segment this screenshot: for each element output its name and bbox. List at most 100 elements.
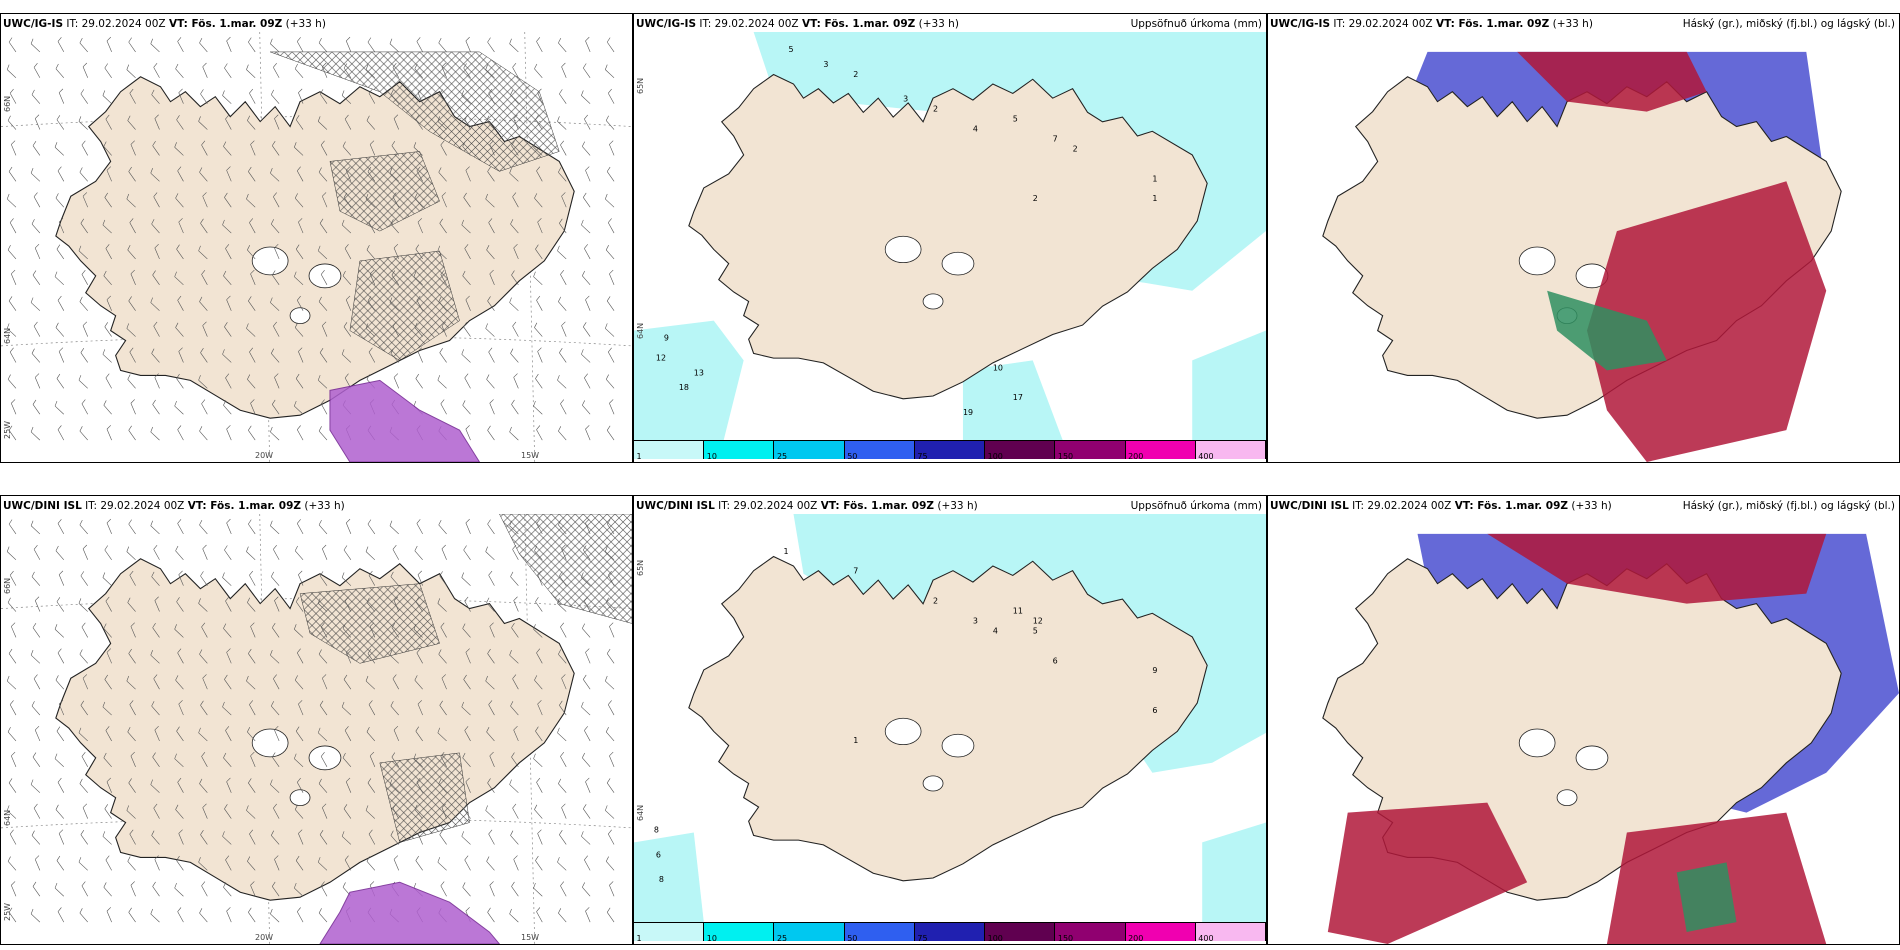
iceland-landmass <box>688 73 1208 400</box>
precip-value-label: 1 <box>1152 174 1157 183</box>
map-panel-top-right: UWC/IG-IS IT: 29.02.2024 00Z VT: Fös. 1.… <box>1267 13 1900 463</box>
precip-value-label: 5 <box>1013 115 1018 124</box>
lat-label: 64N <box>3 809 12 826</box>
lat-label: 64N <box>636 804 645 821</box>
colorbar-tick: 75 <box>917 934 928 943</box>
iceland-landmass <box>688 555 1208 882</box>
colorbar-bin <box>914 923 986 941</box>
colorbar-tick: 150 <box>1057 934 1074 943</box>
lat-label: 65N <box>636 77 645 94</box>
glacier-outline <box>1518 728 1556 758</box>
iceland-landmass <box>55 76 575 419</box>
high-cloud-area <box>1517 51 1707 112</box>
precip-value-label: 9 <box>1152 666 1157 675</box>
hatched-area <box>349 250 460 361</box>
glacier-outline <box>251 728 289 758</box>
precip-value-label: 3 <box>903 95 908 104</box>
panel-header: UWC/IG-IS IT: 29.02.2024 00Z VT: Fös. 1.… <box>636 18 1262 30</box>
hatched-area <box>299 583 440 664</box>
glacier-outline <box>922 775 944 792</box>
precip-area <box>329 379 481 462</box>
colorbar-bin <box>704 923 775 941</box>
glacier-outline <box>1575 745 1609 771</box>
colorbar-bin <box>774 441 845 459</box>
hatched-area <box>270 51 560 172</box>
colorbar-bin <box>844 441 915 459</box>
map-panel-top-left: UWC/IG-IS IT: 29.02.2024 00Z VT: Fös. 1.… <box>0 13 633 463</box>
map-panel-top-mid: UWC/IG-IS IT: 29.02.2024 00Z VT: Fös. 1.… <box>633 13 1267 463</box>
glacier-outline <box>884 235 922 264</box>
precip-value-label: 1 <box>853 736 858 745</box>
panel-variable-title: Uppsöfnuð úrkoma (mm) <box>1130 18 1262 30</box>
colorbar-bin <box>704 441 775 459</box>
colorbar-tick: 75 <box>917 452 928 461</box>
precip-value-label: 7 <box>853 567 858 576</box>
lon-label: 15W <box>521 933 540 942</box>
hatched-area <box>499 514 632 624</box>
lat-label: 25W <box>3 420 12 439</box>
precip-value-label: 2 <box>933 105 938 114</box>
panel-variable-title: Háský (gr.), miðský (fj.bl.) og lágský (… <box>1682 500 1895 512</box>
glacier-outline <box>941 733 975 758</box>
lat-label: 64N <box>3 327 12 344</box>
glacier-outline <box>1556 789 1578 807</box>
lon-label: 20W <box>255 451 274 460</box>
panel-header: UWC/DINI ISL IT: 29.02.2024 00Z VT: Fös.… <box>3 500 345 512</box>
precip-contour <box>634 832 704 922</box>
map-panel-bottom-left: UWC/DINI ISL IT: 29.02.2024 00Z VT: Fös.… <box>0 495 633 945</box>
precip-value-label: 2 <box>853 70 858 79</box>
colorbar-tick: 100 <box>987 934 1003 943</box>
precip-colorbar: 1 10 25 50 75 100 150 200 400 <box>634 440 1266 462</box>
precip-value-label: 13 <box>694 368 704 377</box>
lon-label: 20W <box>255 933 274 942</box>
colorbar-tick: 200 <box>1128 934 1144 943</box>
colorbar-tick: 10 <box>706 934 717 943</box>
precip-colorbar: 1 10 25 50 75 100 150 200 400 <box>634 922 1266 944</box>
precip-value-label: 6 <box>1152 706 1157 715</box>
precip-map: 8 6 8 1 2 3 4 5 6 9 11 12 7 1 6 <box>634 514 1266 922</box>
colorbar-bin <box>634 441 705 459</box>
colorbar-bin <box>1125 923 1196 941</box>
precip-value-label: 8 <box>659 875 664 884</box>
lat-label: 65N <box>636 559 645 576</box>
hatched-area <box>379 752 470 843</box>
map-panel-bottom-mid: UWC/DINI ISL IT: 29.02.2024 00Z VT: Fös.… <box>633 495 1267 945</box>
precip-value-label: 17 <box>1013 393 1023 402</box>
precip-value-label: 4 <box>973 125 978 134</box>
precip-value-label: 12 <box>656 353 666 362</box>
glacier-outline <box>289 789 311 807</box>
glacier-outline <box>308 745 342 771</box>
precip-contour <box>634 320 744 440</box>
precip-value-label: 9 <box>664 333 669 342</box>
wind-barbs <box>6 36 615 441</box>
wind-barbs <box>6 518 615 923</box>
colorbar-tick: 1 <box>636 934 642 943</box>
precip-value-label: 19 <box>963 408 973 417</box>
colorbar-tick: 50 <box>847 934 858 943</box>
colorbar-tick: 25 <box>776 452 788 461</box>
colorbar-bin <box>1055 923 1126 941</box>
cloud-map <box>1268 32 1899 462</box>
panel-header: UWC/DINI ISL IT: 29.02.2024 00Z VT: Fös.… <box>1270 500 1895 512</box>
precip-value-label: 1 <box>1152 194 1157 203</box>
low-cloud-area <box>1547 290 1667 371</box>
colorbar-tick: 50 <box>847 452 858 461</box>
precip-value-label: 12 <box>1033 616 1043 625</box>
precip-area <box>319 881 501 944</box>
wind-map <box>1 514 632 944</box>
colorbar-tick: 400 <box>1198 934 1214 943</box>
precip-value-label: 7 <box>1053 134 1058 143</box>
colorbar-bins <box>634 922 1266 941</box>
colorbar-bin <box>1195 441 1266 459</box>
precip-contour <box>1202 822 1266 922</box>
glacier-outline <box>922 293 944 310</box>
glacier-outline <box>289 307 311 325</box>
lon-label: 15W <box>521 451 540 460</box>
colorbar-bins <box>634 440 1266 459</box>
panel-header: UWC/IG-IS IT: 29.02.2024 00Z VT: Fös. 1.… <box>1270 18 1895 30</box>
precip-value-label: 18 <box>679 383 689 392</box>
colorbar-bin <box>844 923 915 941</box>
precip-value-label: 4 <box>993 626 998 635</box>
precip-value-label: 1 <box>784 547 789 556</box>
low-cloud-area <box>1676 862 1737 933</box>
